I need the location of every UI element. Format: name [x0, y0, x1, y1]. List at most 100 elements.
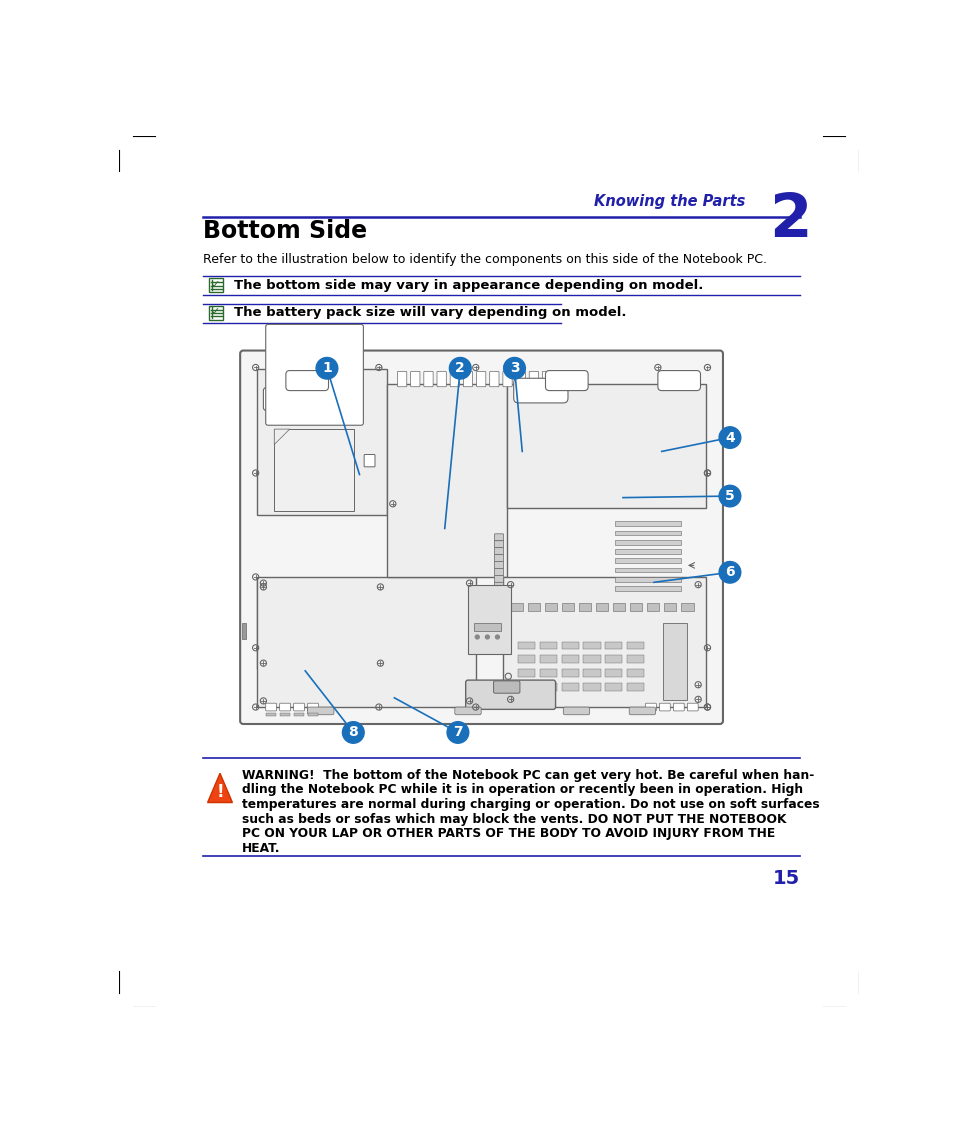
Text: WARNING!  The bottom of the Notebook PC can get very hot. Be careful when han-: WARNING! The bottom of the Notebook PC c…: [241, 769, 813, 782]
Bar: [294, 714, 303, 716]
FancyBboxPatch shape: [240, 351, 722, 724]
Bar: [280, 714, 290, 716]
Text: 4: 4: [724, 431, 734, 444]
FancyBboxPatch shape: [494, 554, 503, 561]
FancyBboxPatch shape: [489, 371, 498, 387]
Bar: [604, 641, 621, 649]
FancyBboxPatch shape: [494, 561, 503, 569]
FancyBboxPatch shape: [494, 547, 503, 554]
Text: 7: 7: [453, 725, 462, 740]
FancyBboxPatch shape: [266, 325, 363, 425]
Circle shape: [719, 426, 740, 448]
Polygon shape: [208, 774, 233, 803]
Bar: [561, 603, 574, 611]
Bar: [539, 641, 557, 649]
Text: 3: 3: [509, 361, 518, 375]
FancyBboxPatch shape: [542, 371, 551, 387]
FancyBboxPatch shape: [493, 681, 519, 693]
FancyBboxPatch shape: [658, 371, 700, 390]
FancyBboxPatch shape: [629, 707, 655, 715]
Text: The bottom side may vary in appearance depending on model.: The bottom side may vary in appearance d…: [233, 278, 702, 292]
Circle shape: [719, 561, 740, 584]
Bar: [662, 623, 686, 700]
Circle shape: [475, 636, 478, 639]
Bar: [612, 603, 624, 611]
FancyBboxPatch shape: [568, 371, 578, 387]
Bar: [502, 577, 705, 707]
FancyBboxPatch shape: [645, 703, 656, 711]
FancyBboxPatch shape: [455, 707, 480, 715]
Text: 5: 5: [724, 489, 734, 503]
Bar: [474, 623, 500, 631]
Bar: [506, 385, 705, 508]
FancyBboxPatch shape: [562, 707, 589, 715]
Text: PC ON YOUR LAP OR OTHER PARTS OF THE BODY TO AVOID INJURY FROM THE: PC ON YOUR LAP OR OTHER PARTS OF THE BOD…: [241, 827, 774, 840]
FancyBboxPatch shape: [397, 371, 406, 387]
FancyBboxPatch shape: [529, 371, 537, 387]
Text: such as beds or sofas which may block the vents. DO NOT PUT THE NOTEBOOK: such as beds or sofas which may block th…: [241, 812, 785, 826]
Circle shape: [503, 357, 525, 379]
FancyBboxPatch shape: [615, 559, 680, 563]
FancyBboxPatch shape: [476, 371, 485, 387]
Bar: [561, 641, 578, 649]
FancyBboxPatch shape: [494, 582, 503, 589]
FancyBboxPatch shape: [615, 530, 680, 535]
FancyBboxPatch shape: [364, 455, 375, 467]
Polygon shape: [274, 429, 354, 511]
Text: 2: 2: [455, 361, 465, 375]
FancyBboxPatch shape: [615, 550, 680, 554]
FancyBboxPatch shape: [502, 371, 512, 387]
Circle shape: [315, 357, 337, 379]
Bar: [646, 603, 659, 611]
Text: Bottom Side: Bottom Side: [203, 219, 367, 243]
FancyBboxPatch shape: [615, 577, 680, 581]
Text: 15: 15: [772, 870, 799, 888]
FancyBboxPatch shape: [494, 596, 503, 603]
Text: ✓: ✓: [211, 279, 220, 290]
FancyBboxPatch shape: [615, 568, 680, 572]
Bar: [539, 670, 557, 677]
FancyBboxPatch shape: [494, 618, 503, 624]
Text: 1: 1: [322, 361, 332, 375]
Text: temperatures are normal during charging or operation. Do not use on soft surface: temperatures are normal during charging …: [241, 797, 819, 811]
Bar: [209, 278, 223, 292]
Bar: [629, 603, 641, 611]
FancyBboxPatch shape: [463, 371, 472, 387]
Bar: [308, 714, 317, 716]
Bar: [583, 656, 599, 663]
Text: Knowing the Parts: Knowing the Parts: [594, 193, 744, 209]
Bar: [578, 603, 591, 611]
Bar: [626, 683, 643, 691]
FancyBboxPatch shape: [410, 371, 419, 387]
Text: HEAT.: HEAT.: [241, 841, 280, 855]
Bar: [663, 603, 676, 611]
FancyBboxPatch shape: [494, 610, 503, 618]
Bar: [583, 670, 599, 677]
Bar: [257, 581, 386, 670]
FancyBboxPatch shape: [494, 534, 503, 541]
FancyBboxPatch shape: [555, 371, 564, 387]
FancyBboxPatch shape: [279, 703, 291, 711]
Bar: [510, 603, 522, 611]
FancyBboxPatch shape: [516, 371, 525, 387]
Bar: [517, 641, 535, 649]
FancyBboxPatch shape: [450, 371, 459, 387]
FancyBboxPatch shape: [615, 539, 680, 545]
Bar: [266, 714, 275, 716]
Circle shape: [342, 722, 364, 743]
Bar: [626, 670, 643, 677]
Bar: [517, 670, 535, 677]
Text: 8: 8: [348, 725, 357, 740]
FancyBboxPatch shape: [436, 371, 446, 387]
Text: 6: 6: [724, 566, 734, 579]
FancyBboxPatch shape: [286, 371, 328, 390]
Text: The battery pack size will vary depending on model.: The battery pack size will vary dependin…: [233, 307, 626, 319]
Circle shape: [449, 357, 471, 379]
FancyBboxPatch shape: [263, 388, 312, 411]
Bar: [680, 603, 693, 611]
FancyBboxPatch shape: [266, 703, 276, 711]
FancyBboxPatch shape: [494, 569, 503, 576]
FancyBboxPatch shape: [307, 703, 318, 711]
Text: dling the Notebook PC while it is in operation or recently been in operation. Hi: dling the Notebook PC while it is in ope…: [241, 784, 802, 796]
FancyBboxPatch shape: [307, 707, 334, 715]
